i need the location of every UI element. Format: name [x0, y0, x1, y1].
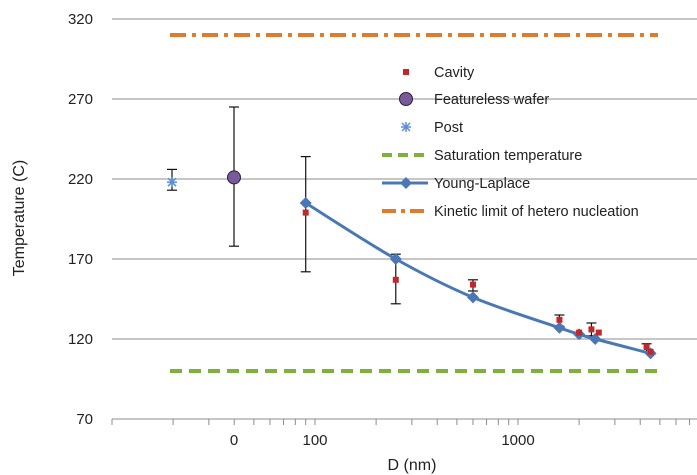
y-tick-label: 120 — [68, 331, 93, 348]
legend-entry: Featureless wafer — [399, 92, 549, 108]
legend: Cavity Featureless wafer Post Saturation te… — [382, 65, 639, 220]
y-tick-label: 270 — [68, 91, 93, 108]
legend-swatch-marker — [400, 177, 412, 189]
young-laplace-marker — [389, 253, 402, 265]
legend-label: Young-Laplace — [434, 176, 530, 192]
legend-entry: Post — [401, 120, 463, 136]
legend-entry: Cavity — [403, 65, 475, 81]
y-tick-label: 220 — [68, 171, 93, 188]
young-laplace-marker — [589, 333, 602, 345]
legend-swatch — [401, 122, 411, 132]
post-point — [167, 177, 177, 188]
axes: 70 120 170 220 270 320 0 100 1000 — [68, 11, 697, 449]
featureless-wafer-point — [227, 170, 241, 185]
y-axis-title: Temperature (C) — [11, 160, 28, 276]
cavity-point — [595, 329, 602, 336]
cavity-point — [302, 209, 309, 216]
series-layer — [167, 33, 658, 373]
x-axis-title: D (nm) — [388, 457, 437, 474]
legend-entry: Young-Laplace — [382, 176, 530, 192]
y-tick-label: 320 — [68, 11, 93, 28]
cavity-point — [392, 276, 399, 283]
young-laplace-marker — [466, 291, 479, 304]
cavity-point — [556, 316, 563, 323]
legend-entry: Kinetic limit of hetero nucleation — [382, 204, 639, 220]
legend-label: Featureless wafer — [434, 92, 549, 108]
x-tick-label: 100 — [302, 432, 327, 449]
cavity-point — [576, 329, 583, 336]
legend-label: Post — [434, 120, 463, 136]
young-laplace-marker — [299, 197, 312, 209]
legend-label: Kinetic limit of hetero nucleation — [434, 204, 639, 220]
cavity-point — [469, 281, 476, 288]
y-tick-label: 70 — [76, 411, 93, 428]
legend-entry: Saturation temperature — [382, 148, 582, 164]
y-tick-label: 170 — [68, 251, 93, 268]
cavity-point — [643, 344, 650, 350]
young-laplace-marker — [553, 321, 566, 334]
cavity-point — [588, 326, 595, 333]
legend-swatch — [403, 69, 409, 75]
legend-label: Cavity — [434, 65, 475, 81]
legend-label: Saturation temperature — [434, 148, 582, 164]
legend-swatch — [399, 92, 413, 106]
x-tick-label: 0 — [230, 432, 238, 449]
x-tick-label: 1000 — [501, 432, 534, 449]
cavity-point — [647, 348, 654, 355]
